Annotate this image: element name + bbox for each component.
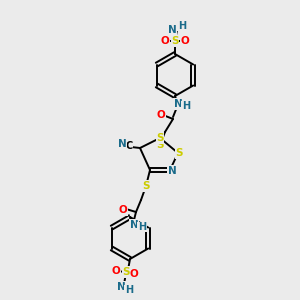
Text: O: O xyxy=(118,205,127,215)
Text: N: N xyxy=(168,25,176,35)
Text: N: N xyxy=(117,282,125,292)
Text: H: H xyxy=(125,285,133,295)
Text: N: N xyxy=(130,220,138,230)
Text: O: O xyxy=(157,110,165,120)
Text: C: C xyxy=(125,141,133,151)
Text: S: S xyxy=(175,148,183,158)
Text: O: O xyxy=(112,266,120,276)
Text: O: O xyxy=(130,269,138,279)
Text: H: H xyxy=(138,222,146,232)
Text: O: O xyxy=(181,36,189,46)
Text: S: S xyxy=(171,36,179,46)
Text: S: S xyxy=(156,140,164,150)
Text: H: H xyxy=(182,101,190,111)
Text: S: S xyxy=(142,181,150,191)
Text: S: S xyxy=(156,133,164,143)
Text: N: N xyxy=(168,166,176,176)
Text: S: S xyxy=(122,267,130,277)
Text: O: O xyxy=(160,36,169,46)
Text: N: N xyxy=(174,99,182,109)
Text: N: N xyxy=(118,139,126,149)
Text: H: H xyxy=(178,21,186,31)
